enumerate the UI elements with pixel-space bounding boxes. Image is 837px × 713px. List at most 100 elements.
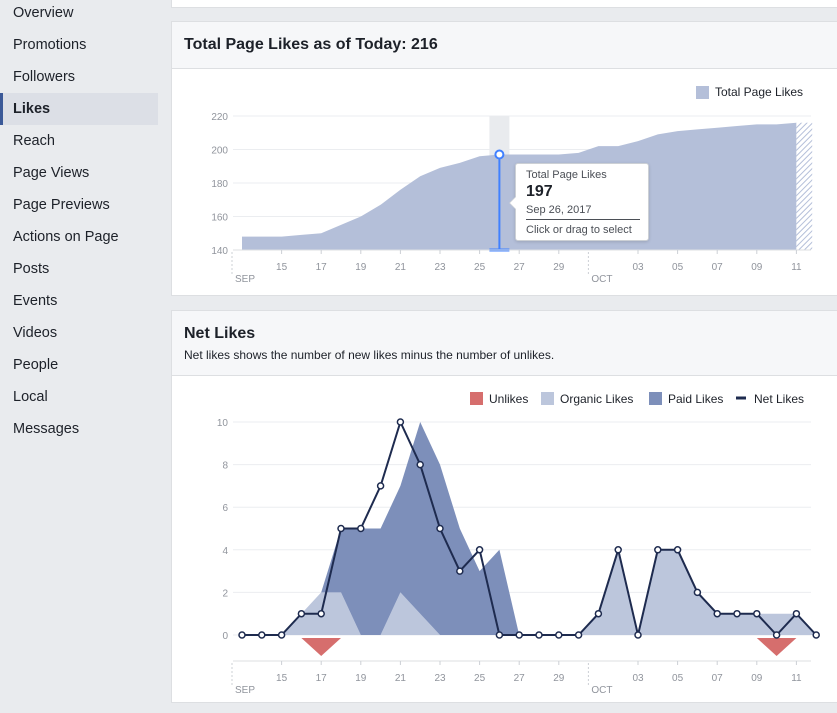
x-tick-label: 09 [751,673,763,684]
x-tick-label: 21 [395,262,407,273]
x-tick-label: 17 [316,673,328,684]
legend-label-organic: Organic Likes [560,392,633,406]
legend-swatch-organic [541,392,554,405]
x-tick-label: 25 [474,262,486,273]
sidebar-item-posts[interactable]: Posts [13,261,50,277]
x-tick-label: 05 [672,673,684,684]
x-tick-label: 15 [276,262,288,273]
net-likes-point [614,546,622,554]
legend-label-total: Total Page Likes [715,85,803,99]
x-tick-label: 27 [514,673,526,684]
partial-day-hatch [796,122,813,250]
sidebar-item-reach[interactable]: Reach [13,133,55,149]
net-likes-point [277,631,286,639]
sidebar-item-page-views[interactable]: Page Views [13,165,90,181]
x-tick-label: 23 [434,673,446,684]
sidebar-item-page-previews[interactable]: Page Previews [13,197,110,213]
tooltip-label: Total Page Likes [526,169,607,181]
net-likes-point [416,460,424,469]
sidebar-item-events[interactable]: Events [13,293,58,309]
card-header: Net Likes Net likes shows the number of … [172,311,837,376]
net-likes-point [673,546,682,554]
y-tick-label: 10 [217,418,229,429]
unlikes-area [242,638,817,656]
net-likes-point [574,631,583,639]
x-tick-label: 19 [355,673,367,684]
month-label: OCT [591,685,612,696]
tooltip-divider [526,219,640,220]
net-likes-title: Net Likes [184,325,256,342]
organic-likes-area [242,549,817,635]
x-tick-label: 17 [316,262,328,273]
net-likes-point [456,567,464,575]
y-tick-label: 8 [222,461,228,472]
y-tick-label: 200 [211,146,228,157]
legend-label-net: Net Likes [754,392,804,406]
legend-swatch-paid [649,392,662,405]
y-tick-label: 160 [211,213,228,224]
sidebar-item-local[interactable]: Local [13,389,48,405]
month-label: SEP [235,685,255,696]
sidebar-item-people[interactable]: People [13,357,59,373]
x-tick-label: 11 [791,262,802,273]
net-likes-point [753,609,761,618]
net-likes-point [634,631,642,639]
x-tick-label: 15 [276,673,288,684]
x-tick-label: 07 [712,673,724,684]
y-tick-label: 180 [211,179,228,190]
y-tick-label: 140 [211,246,228,257]
x-tick-label: 19 [355,262,367,273]
x-tick-label: 23 [434,262,446,273]
sidebar-item-overview[interactable]: Overview [13,5,74,21]
x-tick-label: 03 [632,673,644,684]
sidebar-item-likes[interactable]: Likes [0,93,158,125]
net-likes-point [713,609,721,618]
net-likes-point [772,631,781,639]
y-tick-label: 6 [222,503,228,514]
x-tick-label: 05 [672,262,684,273]
tooltip-date: Sep 26, 2017 [526,204,592,216]
total-likes-title: Total Page Likes as of Today: 216 [184,36,438,53]
net-likes-subtitle: Net likes shows the number of new likes … [184,348,555,362]
legend-swatch-unlikes [470,392,483,405]
sidebar-item-actions-on-page[interactable]: Actions on Page [13,229,119,245]
legend-label-unlikes: Unlikes [489,392,528,406]
net-likes-point [317,609,325,618]
net-likes-point [238,631,246,639]
net-likes-point [733,609,741,618]
y-tick-label: 2 [222,588,228,599]
net-likes-point [654,546,662,554]
total-page-likes-chart[interactable]: 140 160 180 200 220 15 17 19 21 23 25 27 29 03 05 07 09 1… [171,68,837,296]
net-likes-point [396,418,405,426]
net-likes-point [515,631,523,639]
x-tick-label: 07 [712,262,724,273]
net-likes-point [376,482,385,490]
net-likes-point [436,524,444,533]
tooltip-hint: Click or drag to select [526,224,632,236]
previous-card [171,0,837,8]
legend-label-paid: Paid Likes [668,392,723,406]
net-likes-point [475,546,484,554]
net-likes-card: Net Likes Net likes shows the number of … [171,310,837,703]
legend-swatch-total [696,86,709,99]
sidebar-item-followers[interactable]: Followers [13,69,76,85]
net-likes-point [555,631,563,639]
sidebar-item-videos[interactable]: Videos [13,325,58,341]
x-tick-label: 29 [553,673,565,684]
x-tick-label: 29 [553,262,565,273]
highlight-point [494,149,505,160]
net-likes-point [792,609,801,618]
x-tick-label: 11 [791,673,802,684]
net-likes-point [535,631,543,639]
month-label: SEP [235,274,255,285]
net-likes-point [812,631,820,639]
x-tick-label: 21 [395,673,407,684]
sidebar-item-promotions[interactable]: Promotions [13,37,87,53]
net-likes-point [337,524,345,533]
net-likes-point [357,524,365,533]
net-likes-chart[interactable]: 0 2 4 6 8 10 15 17 19 21 23 25 27 29 03 05 07 09 11 SEP OCT U… [171,375,837,703]
card-header: Total Page Likes as of Today: 216 [172,22,837,69]
sidebar-item-messages[interactable]: Messages [13,421,80,437]
net-likes-point [297,609,306,618]
net-likes-point [258,631,266,639]
